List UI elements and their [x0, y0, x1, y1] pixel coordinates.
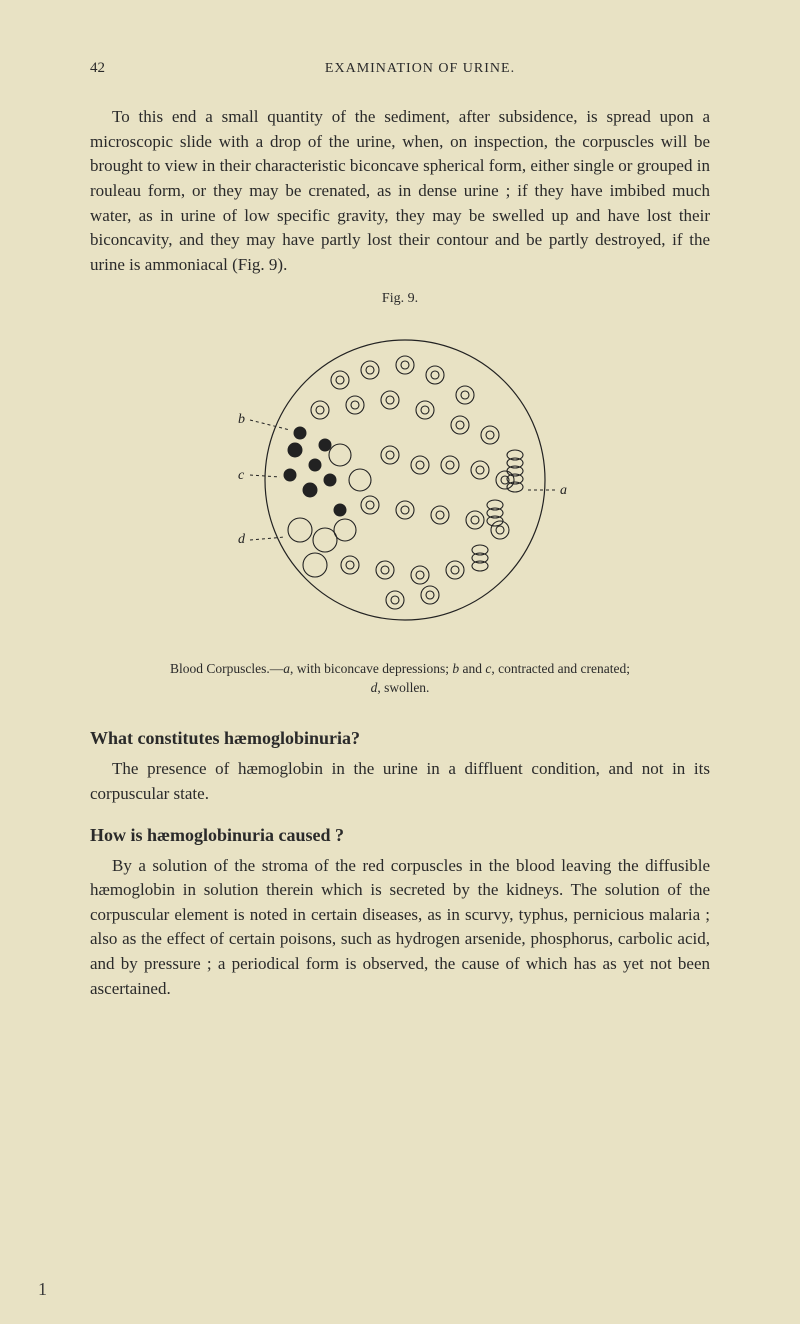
- figure-caption: Blood Corpuscles.—a, with biconcave depr…: [90, 660, 710, 698]
- question-2-body: By a solution of the stroma of the red c…: [90, 854, 710, 1002]
- question-1-heading: What constitutes hæmoglobinuria?: [90, 728, 710, 749]
- caption-a-text: , with biconcave depressions;: [290, 661, 452, 676]
- page-content: 42 EXAMINATION OF URINE. To this end a s…: [90, 60, 710, 1013]
- intro-paragraph: To this end a small quantity of the sedi…: [90, 105, 710, 277]
- caption-a: a: [283, 661, 290, 676]
- caption-d-text: , swollen.: [377, 680, 429, 695]
- caption-c-text: , contracted and crenated;: [491, 661, 630, 676]
- corpuscles-rouleau: [472, 450, 523, 571]
- question-2-heading: How is hæmoglobinuria caused ?: [90, 825, 710, 846]
- question-1-body: The presence of hæmoglobin in the urine …: [90, 757, 710, 806]
- caption-prefix: Blood Corpuscles.—: [170, 661, 283, 676]
- figure-label: Fig. 9.: [90, 291, 710, 307]
- figure-9: b c d a: [90, 315, 710, 650]
- blood-corpuscles-diagram: b c d a: [220, 315, 580, 645]
- caption-bc-text: and: [459, 661, 485, 676]
- header-row: 42 EXAMINATION OF URINE.: [90, 60, 710, 77]
- corner-marginal-number: 1: [38, 1279, 47, 1300]
- label-b: b: [238, 412, 245, 427]
- running-title: EXAMINATION OF URINE.: [130, 61, 710, 77]
- label-a: a: [560, 483, 567, 498]
- corpuscles-swollen: [288, 444, 371, 577]
- corpuscles-crenated: [284, 427, 346, 516]
- label-d: d: [238, 532, 246, 547]
- page-number: 42: [90, 60, 130, 77]
- label-c: c: [238, 468, 245, 483]
